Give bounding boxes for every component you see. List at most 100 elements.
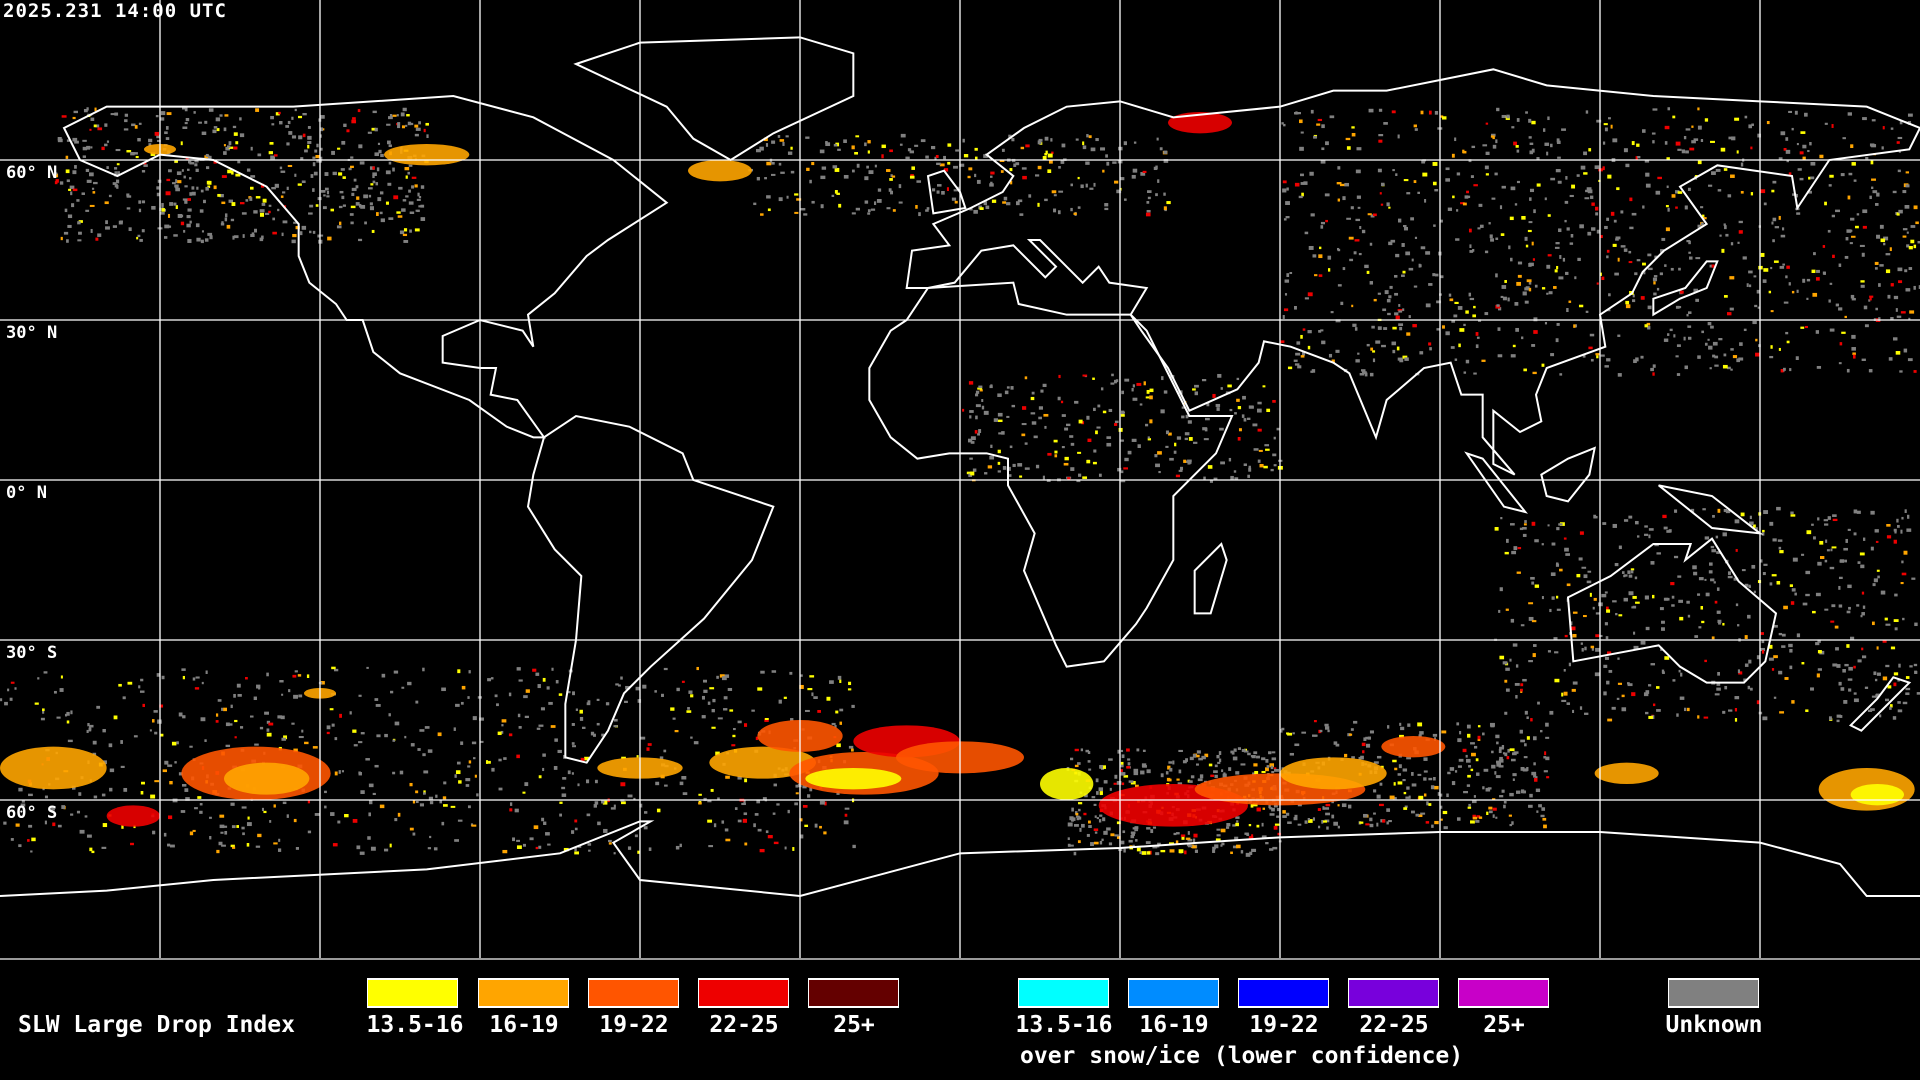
cloud-pixel bbox=[1155, 852, 1160, 856]
cloud-pixel bbox=[1117, 467, 1122, 472]
cloud-pixel bbox=[1085, 749, 1090, 753]
cloud-pixel bbox=[1750, 146, 1753, 150]
cloud-pixel bbox=[1252, 772, 1257, 776]
cloud-pixel bbox=[1771, 574, 1777, 577]
cloud-pixel bbox=[1612, 243, 1617, 247]
cloud-pixel bbox=[220, 831, 224, 834]
cloud-pixel bbox=[764, 718, 769, 722]
cloud-pixel bbox=[123, 787, 128, 792]
cloud-pixel bbox=[1790, 511, 1794, 515]
cloud-pixel bbox=[1730, 348, 1734, 351]
cloud-pixel bbox=[1463, 371, 1467, 374]
large-drop-patch bbox=[0, 746, 107, 790]
cloud-pixel bbox=[1240, 850, 1244, 854]
cloud-pixel bbox=[239, 726, 244, 729]
cloud-pixel bbox=[770, 173, 776, 176]
cloud-pixel bbox=[1293, 359, 1298, 362]
cloud-pixel bbox=[721, 676, 727, 681]
cloud-pixel bbox=[1456, 817, 1461, 821]
cloud-pixel bbox=[1320, 159, 1326, 164]
cloud-pixel bbox=[239, 117, 242, 121]
cloud-pixel bbox=[1522, 533, 1527, 537]
cloud-pixel bbox=[59, 181, 64, 185]
cloud-pixel bbox=[911, 166, 915, 170]
cloud-pixel bbox=[1608, 117, 1611, 120]
cloud-pixel bbox=[1744, 583, 1749, 587]
cloud-pixel bbox=[137, 234, 141, 238]
cloud-pixel bbox=[358, 203, 362, 208]
cloud-pixel bbox=[168, 169, 172, 173]
cloud-pixel bbox=[681, 680, 685, 683]
cloud-pixel bbox=[425, 122, 429, 126]
cloud-pixel bbox=[1561, 699, 1567, 703]
cloud-pixel bbox=[1861, 591, 1865, 595]
cloud-pixel bbox=[1289, 752, 1295, 756]
cloud-pixel bbox=[1845, 538, 1848, 543]
cloud-pixel bbox=[613, 725, 618, 728]
cloud-pixel bbox=[1634, 272, 1638, 276]
cloud-pixel bbox=[215, 713, 219, 717]
cloud-pixel bbox=[1295, 111, 1298, 115]
cloud-pixel bbox=[975, 393, 979, 397]
cloud-pixel bbox=[1020, 146, 1025, 150]
cloud-pixel bbox=[577, 783, 580, 787]
cloud-pixel bbox=[18, 844, 22, 848]
cloud-pixel bbox=[1402, 355, 1408, 359]
cloud-pixel bbox=[1372, 358, 1376, 363]
cloud-pixel bbox=[1414, 236, 1418, 240]
cloud-pixel bbox=[800, 674, 803, 677]
cloud-pixel bbox=[1402, 270, 1406, 274]
cloud-pixel bbox=[379, 191, 384, 195]
cloud-pixel bbox=[1731, 136, 1736, 141]
cloud-pixel bbox=[1663, 526, 1668, 530]
cloud-pixel bbox=[1810, 161, 1816, 166]
cloud-pixel bbox=[1012, 463, 1016, 468]
cloud-pixel bbox=[1895, 351, 1901, 355]
cloud-pixel bbox=[1228, 457, 1232, 462]
cloud-pixel bbox=[331, 723, 335, 727]
cloud-pixel bbox=[393, 670, 399, 674]
cloud-pixel bbox=[1364, 264, 1369, 269]
cloud-pixel bbox=[1064, 456, 1069, 461]
cloud-pixel bbox=[1469, 244, 1472, 249]
cloud-pixel bbox=[1186, 842, 1191, 847]
cloud-pixel bbox=[1742, 256, 1747, 260]
cloud-pixel bbox=[1078, 802, 1083, 805]
cloud-pixel bbox=[766, 161, 772, 166]
cloud-pixel bbox=[1617, 334, 1621, 337]
cloud-pixel bbox=[397, 215, 403, 218]
cloud-pixel bbox=[1625, 163, 1630, 168]
cloud-pixel bbox=[1132, 827, 1135, 830]
cloud-pixel bbox=[925, 209, 929, 212]
cloud-pixel bbox=[820, 204, 824, 209]
cloud-pixel bbox=[1768, 657, 1774, 661]
cloud-pixel bbox=[1606, 217, 1610, 221]
cloud-pixel bbox=[1704, 536, 1710, 540]
cloud-pixel bbox=[1006, 415, 1010, 418]
cloud-pixel bbox=[1441, 730, 1447, 734]
cloud-pixel bbox=[1740, 512, 1745, 517]
cloud-pixel bbox=[1142, 170, 1147, 174]
cloud-pixel bbox=[1805, 570, 1811, 575]
cloud-pixel bbox=[1271, 771, 1275, 774]
cloud-pixel bbox=[1351, 126, 1355, 129]
cloud-pixel bbox=[1714, 355, 1719, 359]
cloud-pixel bbox=[1484, 250, 1489, 254]
cloud-pixel bbox=[1473, 372, 1477, 375]
cloud-pixel bbox=[55, 179, 59, 183]
cloud-pixel bbox=[1433, 777, 1436, 781]
cloud-pixel bbox=[1227, 384, 1232, 388]
cloud-pixel bbox=[256, 684, 261, 689]
cloud-pixel bbox=[208, 108, 214, 112]
cloud-pixel bbox=[839, 708, 844, 712]
cloud-pixel bbox=[209, 816, 212, 819]
cloud-pixel bbox=[1037, 202, 1040, 207]
cloud-pixel bbox=[1528, 804, 1533, 808]
cloud-pixel bbox=[984, 472, 988, 475]
cloud-pixel bbox=[1429, 347, 1432, 351]
cloud-pixel bbox=[1471, 145, 1476, 149]
cloud-pixel bbox=[1501, 185, 1506, 189]
cloud-pixel bbox=[245, 676, 248, 680]
cloud-pixel bbox=[1763, 510, 1769, 515]
cloud-pixel bbox=[1897, 169, 1901, 173]
